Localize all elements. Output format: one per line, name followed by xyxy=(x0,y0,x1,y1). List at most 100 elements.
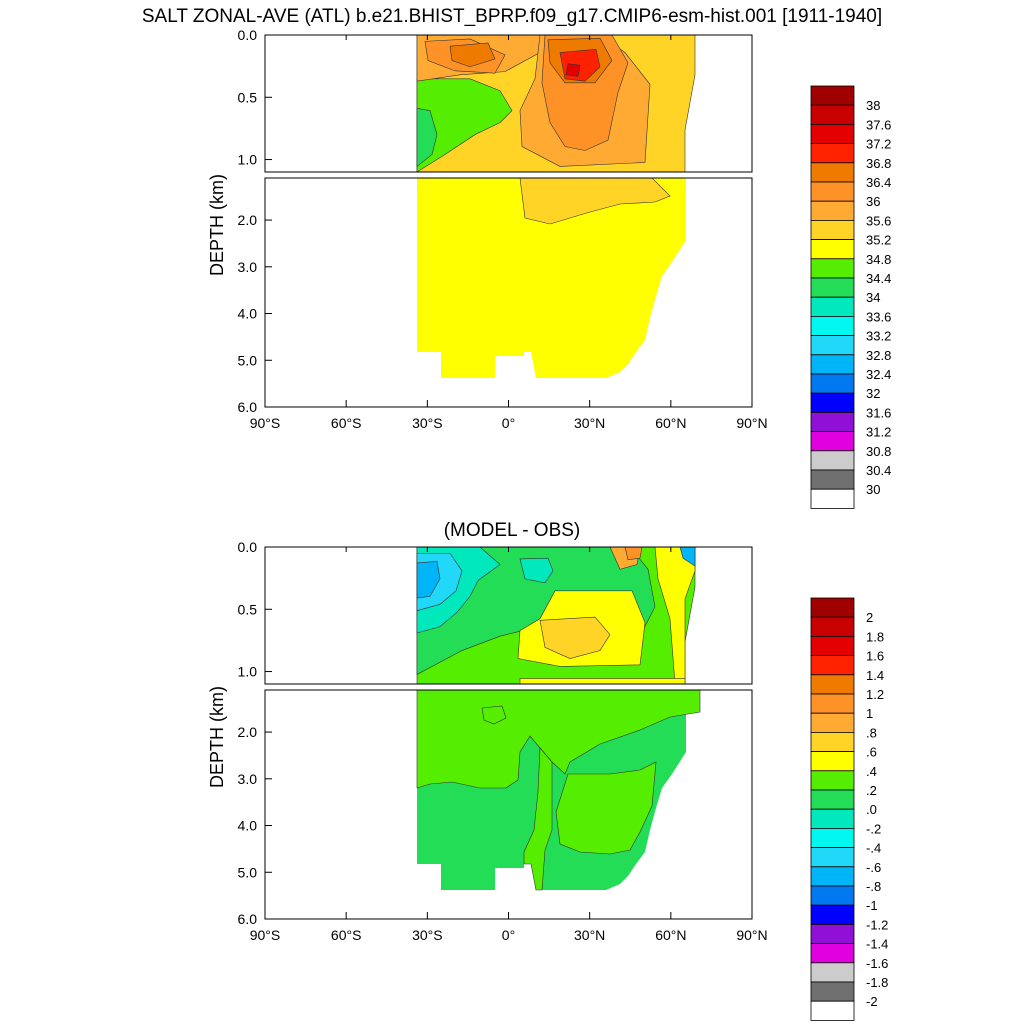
y-tick-label: 4.0 xyxy=(238,818,258,834)
colorbar-swatch xyxy=(810,373,855,394)
difference-plot-lower-field xyxy=(416,689,701,891)
colorbar-swatch xyxy=(810,143,855,164)
contour-region xyxy=(481,705,507,725)
colorbar-label: -1.4 xyxy=(866,937,888,952)
difference-plot-title: (MODEL - OBS) xyxy=(443,520,581,541)
colorbar-swatch xyxy=(810,104,855,125)
colorbar-label: .4 xyxy=(866,764,877,779)
colorbar-label: -.8 xyxy=(866,879,881,894)
x-tick-label: 90°N xyxy=(736,927,767,943)
colorbar-label: 1 xyxy=(866,706,873,721)
colorbar-swatch xyxy=(810,469,855,490)
colorbar-label: 36.8 xyxy=(866,156,891,171)
colorbar-swatch xyxy=(810,239,855,260)
colorbar-label: -.2 xyxy=(866,821,881,836)
colorbar-label: 31.2 xyxy=(866,425,891,440)
contour-region xyxy=(449,42,496,68)
colorbar-label: 38 xyxy=(866,98,880,113)
y-tick-label: 5.0 xyxy=(238,352,258,368)
colorbar-label: 2 xyxy=(866,610,873,625)
contour-region xyxy=(416,561,441,599)
colorbar-swatch xyxy=(810,924,855,945)
colorbar-label: 37.6 xyxy=(866,117,891,132)
colorbar-label: 35.2 xyxy=(866,233,891,248)
colorbar-label: 34 xyxy=(866,290,880,305)
colorbar-label: 1.6 xyxy=(866,649,884,664)
x-tick-label: 30°S xyxy=(412,927,443,943)
colorbar-swatch xyxy=(810,488,855,509)
x-tick-label: 30°N xyxy=(574,415,605,431)
colorbar-label: 1.8 xyxy=(866,629,884,644)
colorbar-label: 31.6 xyxy=(866,405,891,420)
contour-region xyxy=(519,557,554,584)
colorbar-swatch xyxy=(810,789,855,810)
x-tick-label: 30°N xyxy=(574,927,605,943)
colorbar-swatch xyxy=(810,200,855,221)
contour-region xyxy=(519,678,686,685)
colorbar-label: -1.6 xyxy=(866,956,888,971)
contour-region xyxy=(523,747,553,891)
colorbar-swatch xyxy=(810,885,855,906)
y-tick-label: 3.0 xyxy=(238,771,258,787)
colorbar-label: 36.4 xyxy=(866,175,891,190)
y-axis-label: DEPTH (km) xyxy=(207,174,227,276)
x-tick-label: 90°N xyxy=(736,415,767,431)
colorbar-label: 34.8 xyxy=(866,252,891,267)
colorbar-label: .8 xyxy=(866,725,877,740)
colorbar-swatch xyxy=(810,616,855,637)
y-tick-label: 3.0 xyxy=(238,259,258,275)
contour-region xyxy=(565,63,581,77)
difference-plot: 90°S 60°S 30°S 0° 30°N 60°N 90°N0.00.51.02.03.… xyxy=(207,539,888,1021)
colorbar-swatch xyxy=(810,411,855,432)
colorbar-swatch xyxy=(810,431,855,452)
colorbar-label: 33.6 xyxy=(866,309,891,324)
colorbar-swatch xyxy=(810,770,855,791)
x-tick-label: 90°S xyxy=(250,927,281,943)
colorbar-swatch xyxy=(810,693,855,714)
salinity-plot: 90°S 60°S 30°S 0° 30°N 60°N 90°N 0.0 0.5 1.0 2.0 3.… xyxy=(207,27,891,509)
contour-region xyxy=(555,761,657,855)
colorbar-label: 37.2 xyxy=(866,137,891,152)
x-tick-label: 90°S xyxy=(250,415,281,431)
colorbar-label: 1.4 xyxy=(866,668,884,683)
colorbar-swatch xyxy=(810,981,855,1002)
colorbar-swatch xyxy=(810,1000,855,1021)
x-tick-label: 60°S xyxy=(331,415,362,431)
colorbar-label: .0 xyxy=(866,802,877,817)
x-tick-label: 60°N xyxy=(655,927,686,943)
colorbar-label: 35.6 xyxy=(866,213,891,228)
difference-plot-upper-field xyxy=(416,546,696,685)
colorbar-swatch xyxy=(810,85,855,106)
colorbar-swatch xyxy=(810,124,855,145)
y-tick-label: 0.0 xyxy=(238,27,258,43)
y-tick-label: 1.0 xyxy=(238,664,258,680)
colorbar-swatch xyxy=(810,296,855,317)
colorbar-swatch xyxy=(810,354,855,375)
y-axis-label: DEPTH (km) xyxy=(207,686,227,788)
salinity-plot-lower-field xyxy=(417,177,686,378)
colorbar-swatch xyxy=(810,962,855,983)
x-tick-label: 0° xyxy=(502,415,515,431)
colorbar-swatch xyxy=(810,904,855,925)
colorbar-swatch xyxy=(810,450,855,471)
colorbar-swatch xyxy=(810,315,855,336)
colorbar-label: -.4 xyxy=(866,841,881,856)
colorbar-swatch xyxy=(810,866,855,887)
colorbar-swatch xyxy=(810,181,855,202)
colorbar-label: 32.8 xyxy=(866,348,891,363)
y-tick-label: 4.0 xyxy=(238,306,258,322)
y-tick-label: 0.5 xyxy=(238,89,258,105)
y-tick-label: 6.0 xyxy=(238,399,258,415)
colorbar-label: 32.4 xyxy=(866,367,891,382)
colorbar-swatch xyxy=(810,258,855,279)
colorbar-label: -.6 xyxy=(866,860,881,875)
colorbar-swatch xyxy=(810,712,855,733)
colorbar-label: .6 xyxy=(866,745,877,760)
contour-region xyxy=(519,177,671,225)
colorbar-label: .2 xyxy=(866,783,877,798)
salinity-plot-upper-field xyxy=(416,34,696,173)
colorbar-label: 30 xyxy=(866,482,880,497)
colorbar-swatch xyxy=(810,335,855,356)
